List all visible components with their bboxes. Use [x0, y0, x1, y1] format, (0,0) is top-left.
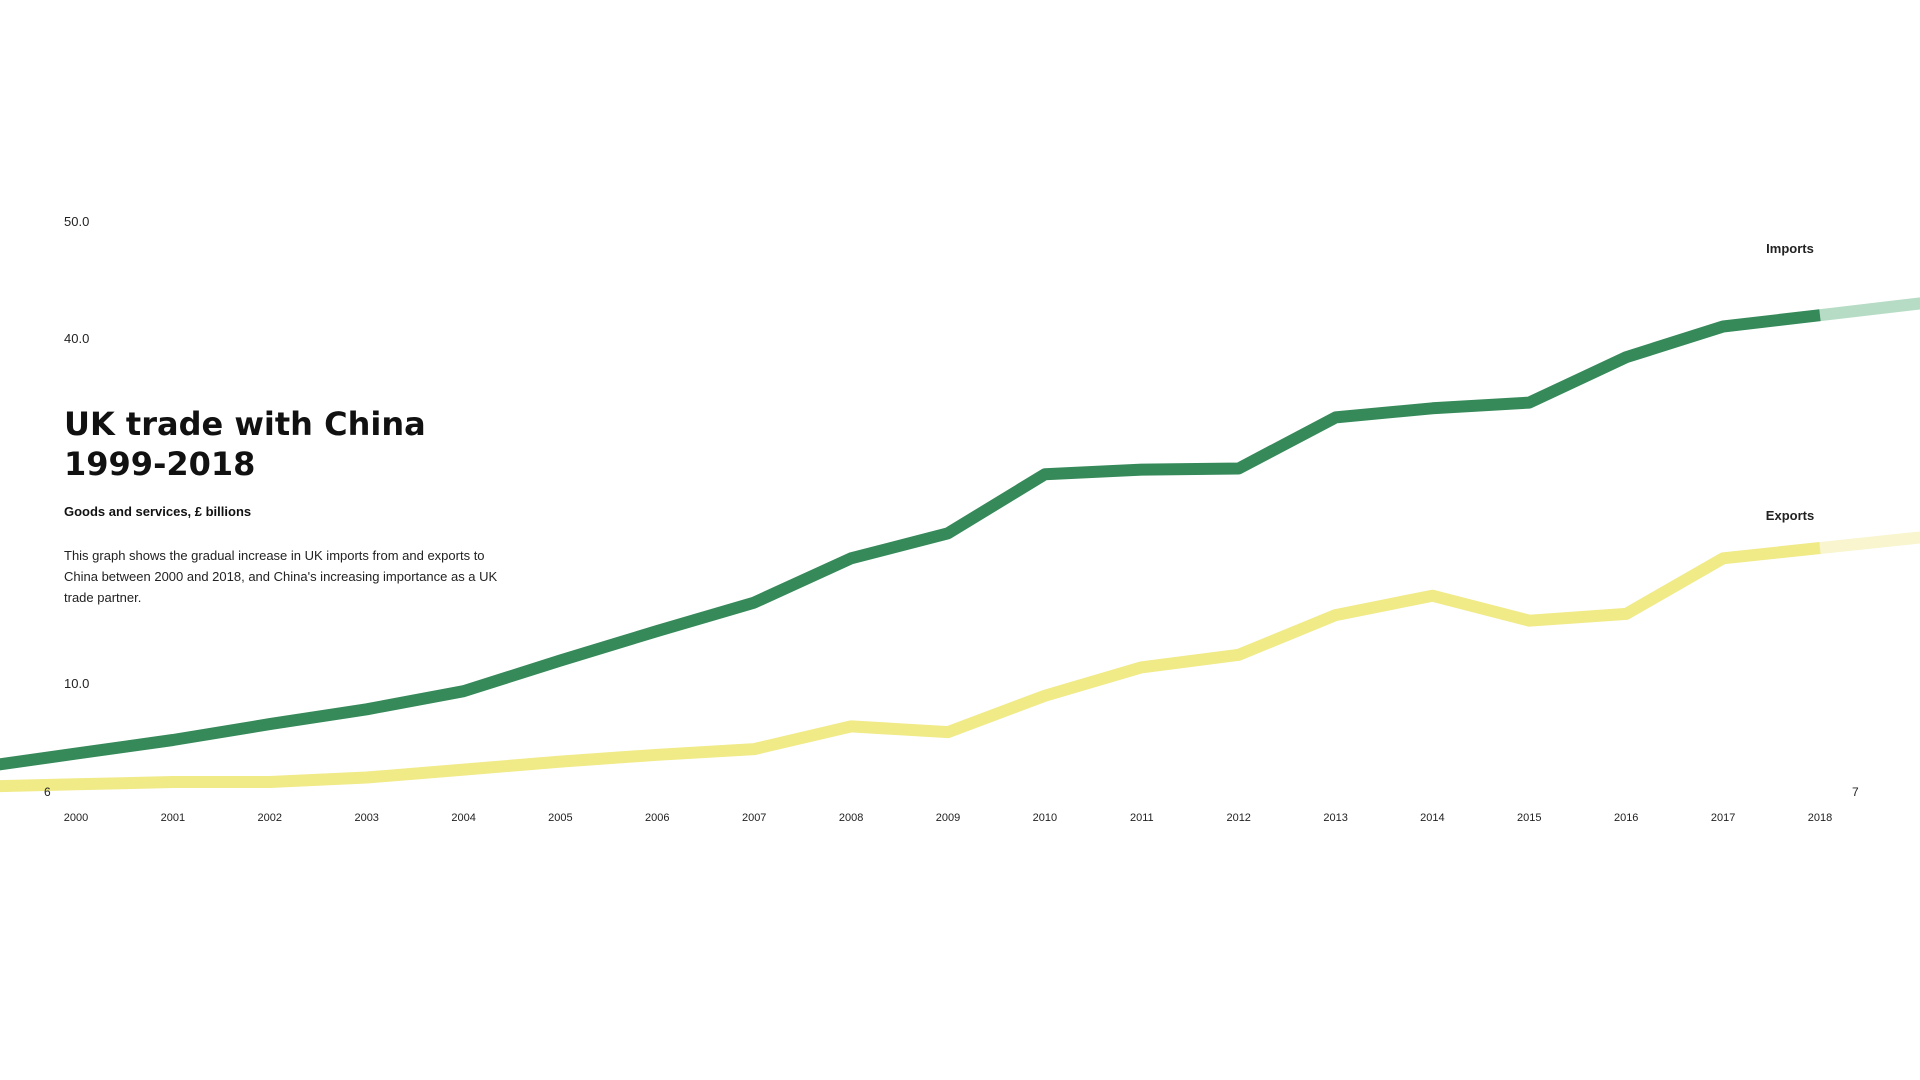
x-tick-label: 2001 — [161, 812, 185, 824]
x-tick-label: 2008 — [839, 812, 863, 824]
x-tick-label: 2005 — [548, 812, 572, 824]
x-tick-label: 2014 — [1420, 812, 1444, 824]
chart-description: This graph shows the gradual increase in… — [64, 548, 498, 605]
y-tick-label: 10.0 — [64, 676, 89, 691]
x-tick-label: 2016 — [1614, 812, 1638, 824]
x-tick-label: 2004 — [451, 812, 475, 824]
chart-subtitle: Goods and services, £ billions — [64, 504, 252, 519]
x-tick-label: 2009 — [936, 812, 960, 824]
chart-title-line: 1999-2018 — [64, 445, 256, 483]
left-page-number: 6 — [44, 785, 51, 799]
x-tick-label: 2017 — [1711, 812, 1735, 824]
x-tick-label: 2011 — [1130, 812, 1154, 824]
series-lines — [0, 297, 1920, 793]
x-tick-label: 2012 — [1226, 812, 1250, 824]
x-tick-label: 2018 — [1808, 812, 1832, 824]
x-tick-label: 2013 — [1323, 812, 1347, 824]
y-tick-label: 40.0 — [64, 331, 89, 346]
x-tick-label: 2003 — [354, 812, 378, 824]
series-labels: Imports Exports — [1766, 241, 1814, 523]
right-page-number: 7 — [1852, 785, 1859, 799]
x-axis-labels: 2000 2001 2002 2003 2004 2005 2006 2007 2008 2009… — [64, 812, 1832, 824]
y-axis-ticks: 50.0 40.0 10.0 — [64, 214, 89, 691]
x-tick-label: 2010 — [1033, 812, 1057, 824]
x-tick-label: 2015 — [1517, 812, 1541, 824]
y-tick-label: 50.0 — [64, 214, 89, 229]
exports-series-line — [0, 542, 1821, 793]
chart-title-block: UK trade with China 1999-2018 Goods and … — [64, 404, 504, 608]
imports-projection-line — [1819, 297, 1920, 322]
x-tick-label: 2006 — [645, 812, 669, 824]
chart-title-line: UK trade with China — [64, 405, 426, 443]
imports-series-line — [0, 309, 1821, 771]
exports-projection-line — [1819, 531, 1920, 554]
x-tick-label: 2002 — [258, 812, 282, 824]
chart-title: UK trade with China 1999-2018 — [64, 404, 504, 484]
x-tick-label: 2007 — [742, 812, 766, 824]
imports-series-label: Imports — [1766, 241, 1814, 256]
exports-series-label: Exports — [1766, 508, 1814, 523]
x-tick-label: 2000 — [64, 812, 88, 824]
